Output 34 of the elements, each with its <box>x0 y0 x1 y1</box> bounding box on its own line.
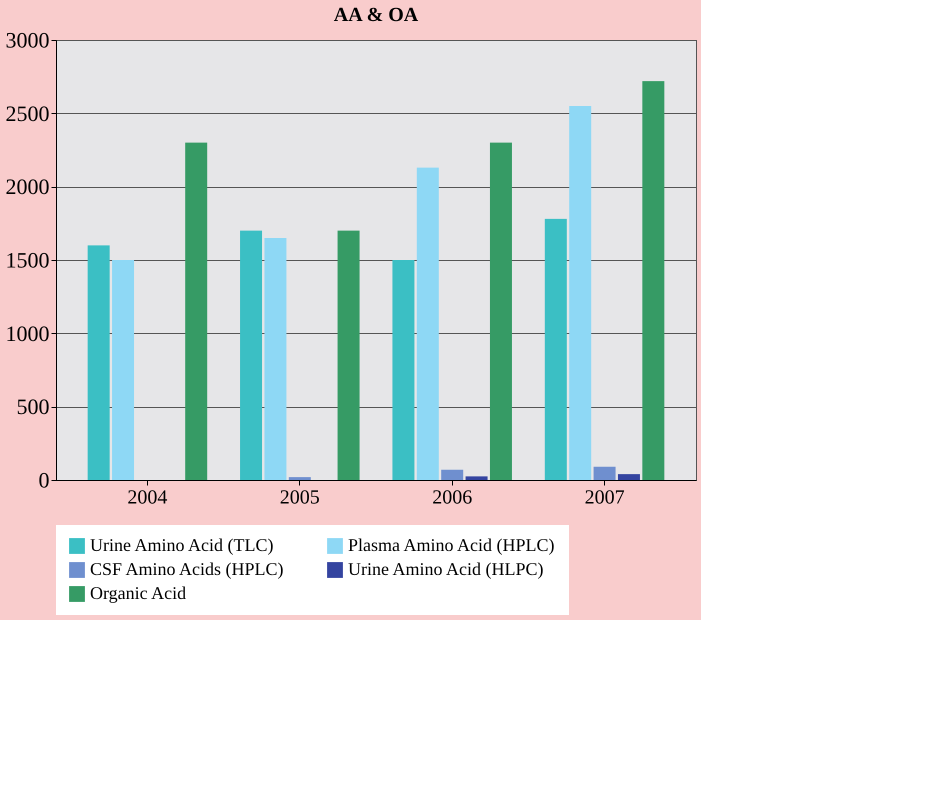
bar <box>288 477 311 480</box>
bar <box>490 142 512 480</box>
bar <box>240 230 262 480</box>
y-tick-label: 1500 <box>6 248 50 272</box>
bar <box>264 238 286 480</box>
x-tick-label: 2005 <box>280 486 320 508</box>
legend-label: Urine Amino Acid (HLPC) <box>348 559 544 579</box>
chart-title: AA & OA <box>334 4 419 26</box>
bar <box>416 168 439 480</box>
y-tick-label: 500 <box>16 394 50 420</box>
y-tick-label: 2000 <box>6 174 50 200</box>
bar <box>642 81 664 480</box>
legend-label: CSF Amino Acids (HPLC) <box>90 559 284 579</box>
x-tick-label: 2004 <box>127 486 168 508</box>
bar <box>618 474 640 480</box>
bar <box>392 260 414 480</box>
bar <box>544 218 567 480</box>
bar <box>441 470 464 480</box>
bar <box>338 230 360 480</box>
bar <box>88 245 110 480</box>
legend-label: Organic Acid <box>90 583 186 603</box>
bar <box>185 142 208 480</box>
bar <box>466 476 488 480</box>
bar <box>569 106 592 480</box>
legend-label: Plasma Amino Acid (HPLC) <box>348 535 555 555</box>
y-tick-label: 3000 <box>6 28 50 52</box>
y-tick-label: 1000 <box>6 320 50 346</box>
x-tick-label: 2006 <box>432 486 472 508</box>
bar <box>594 466 616 480</box>
y-tick-label: 0 <box>38 468 50 492</box>
bar <box>112 260 134 480</box>
y-tick-label: 2500 <box>6 100 50 126</box>
legend-label: Urine Amino Acid (TLC) <box>90 535 274 555</box>
x-tick-label: 2007 <box>584 486 625 508</box>
